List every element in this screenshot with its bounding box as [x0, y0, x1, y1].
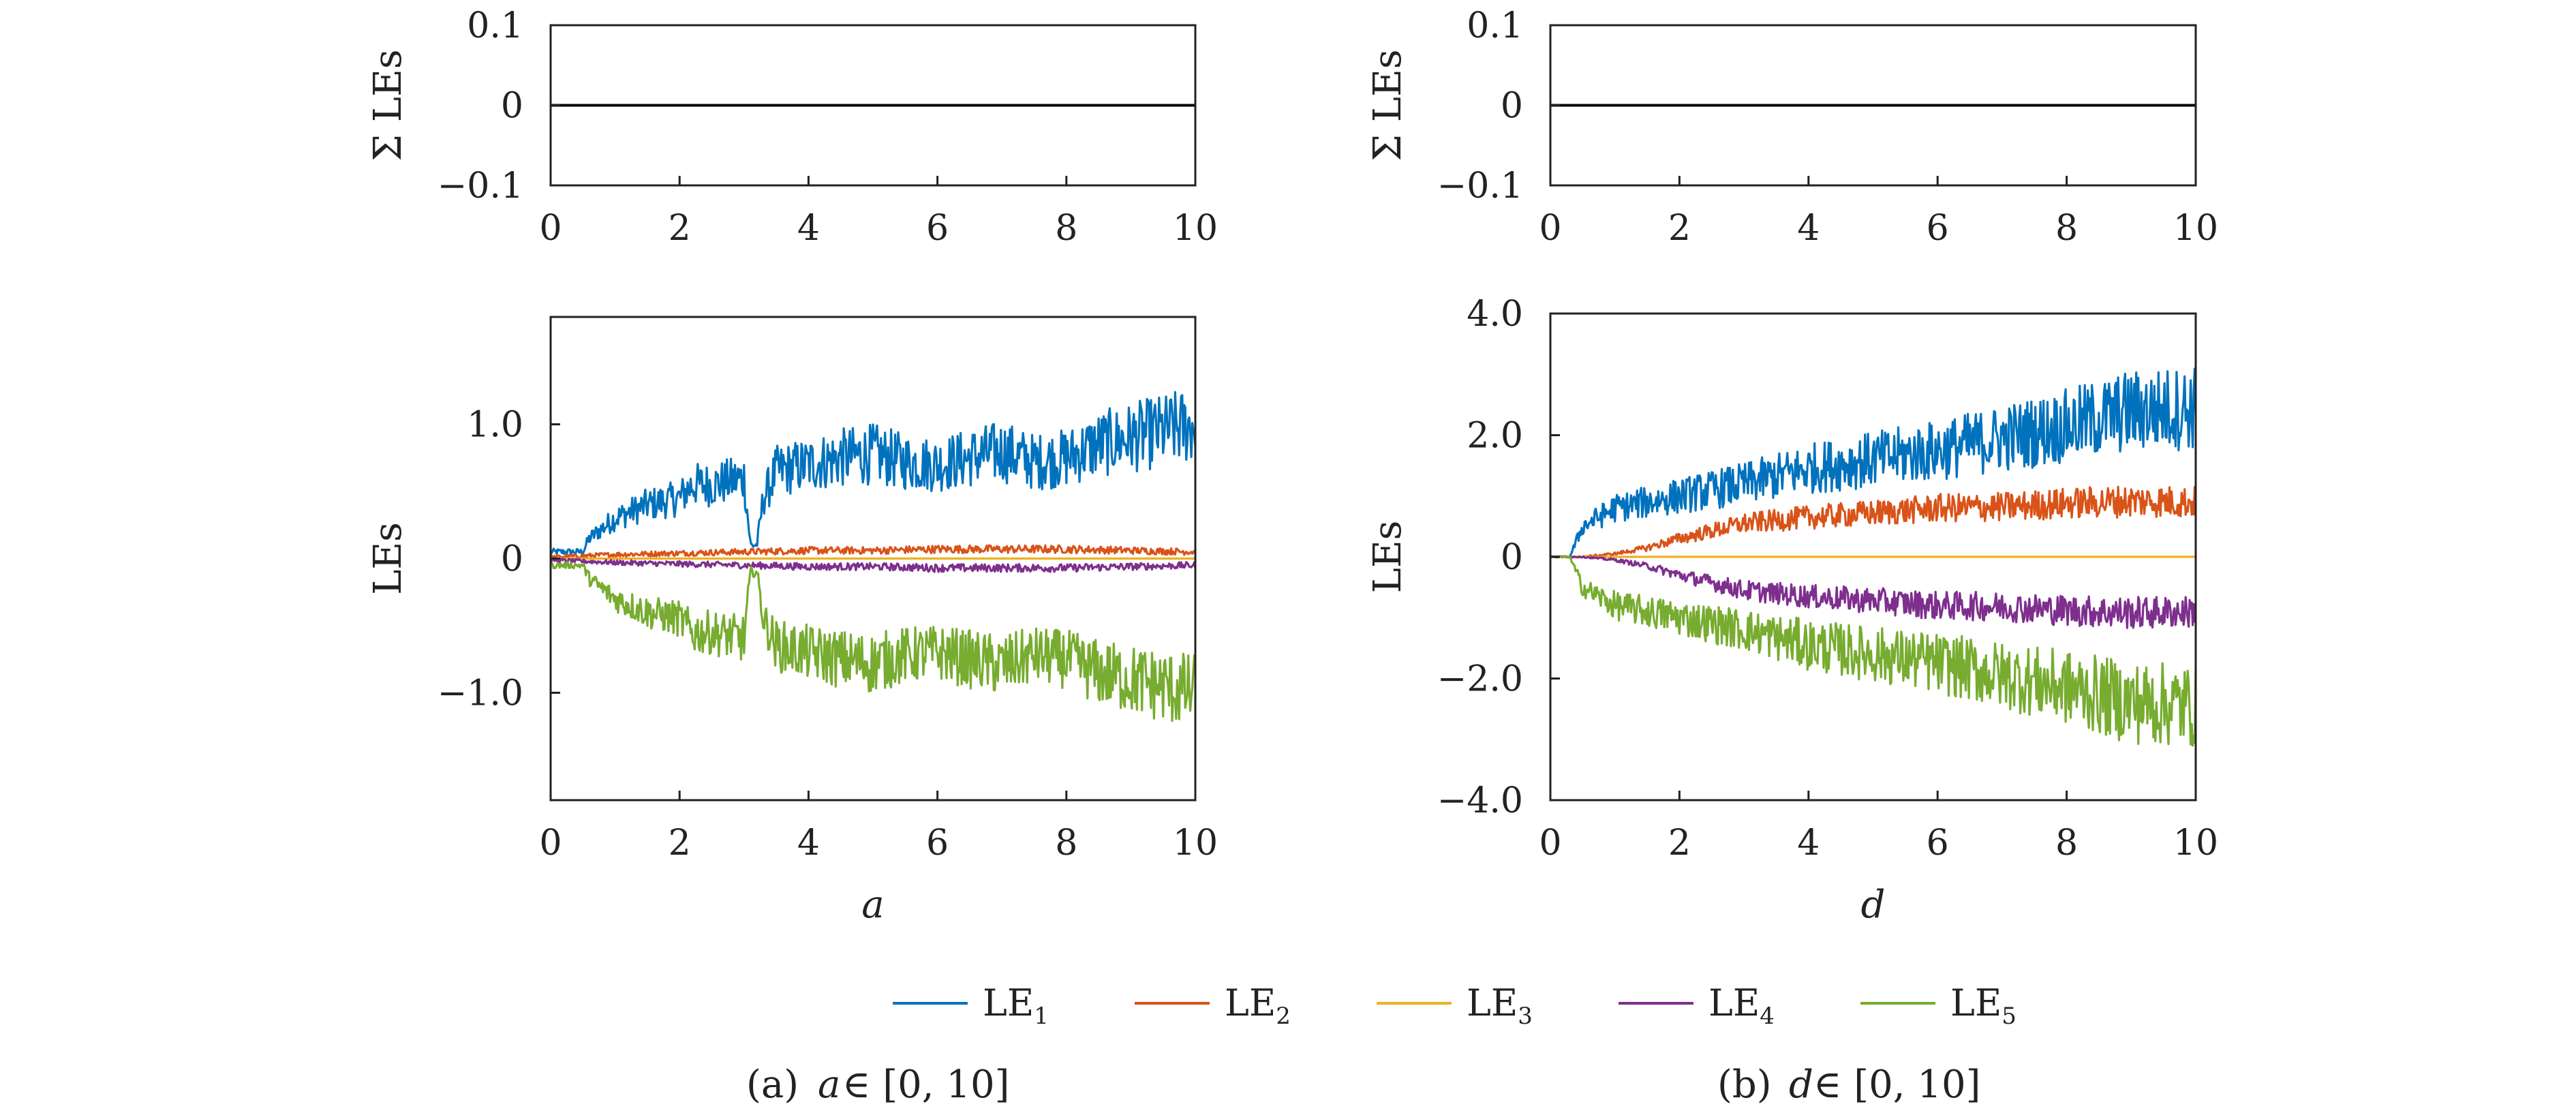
x-tick-label: 2: [669, 208, 691, 249]
y-tick-label: −1.0: [438, 673, 523, 714]
series-line-le2: [551, 544, 1195, 560]
chart-a-sum: 0 2 4 6 8 10 −0.1 0 0.1 Σ LEs: [366, 5, 1218, 249]
y-tick-label: −4.0: [1437, 780, 1523, 821]
series-line-le4: [551, 557, 1195, 573]
y-tick-label: 0: [501, 539, 523, 580]
series-line-le5: [551, 561, 1195, 722]
series-line-le2: [1550, 485, 2196, 559]
legend: LE1 LE2 LE3 LE4 LE5: [893, 981, 2017, 1030]
y-axis-label: LEs: [1366, 521, 1410, 594]
y-tick-label: 4.0: [1467, 294, 1523, 335]
caption-b-range: ∈ [0, 10]: [1813, 1063, 1980, 1107]
x-tick-label: 6: [1927, 823, 1949, 864]
caption-b: (b) d ∈ [0, 10]: [1717, 1063, 1980, 1107]
legend-item-le5: LE5: [1860, 981, 2017, 1030]
x-tick-label: 4: [797, 823, 820, 864]
x-tick-label: 6: [926, 823, 949, 864]
y-tick-label: 0.1: [1467, 5, 1523, 46]
legend-item-le4: LE4: [1619, 981, 1775, 1030]
legend-label: LE1: [983, 981, 1049, 1030]
x-axis-label: d: [1861, 883, 1886, 927]
y-tick-label: −0.1: [438, 166, 523, 207]
caption-a-range: ∈ [0, 10]: [842, 1063, 1009, 1107]
y-tick-label: 0: [1501, 86, 1523, 127]
y-tick-label: 2.0: [1467, 416, 1523, 457]
chart-panels: 0 2 4 6 8 10 −0.1 0 0.1 Σ LEs 0 2 4 6 8 10 −0.1 0 0.1 Σ LEs…: [366, 5, 2218, 927]
series-group: [551, 391, 1195, 722]
x-tick-label: 2: [1668, 823, 1691, 864]
chart-b-sum: 0 2 4 6 8 10 −0.1 0 0.1 Σ LEs: [1366, 5, 2218, 249]
legend-item-le2: LE2: [1135, 981, 1291, 1030]
x-tick-label: 10: [1173, 823, 1218, 864]
caption-b-label: (b): [1717, 1063, 1772, 1107]
y-tick-label: −0.1: [1437, 166, 1523, 207]
y-axis-label: Σ LEs: [1366, 49, 1410, 161]
series-line-le1: [551, 391, 1195, 555]
x-tick-label: 0: [1539, 823, 1561, 864]
chart-b-les: 0 2 4 6 8 10 −4.0 −2.0 0 2.0 4.0 LEs d: [1366, 294, 2218, 927]
caption-a: (a) a ∈ [0, 10]: [746, 1063, 1009, 1107]
x-tick-label: 4: [1797, 208, 1820, 249]
caption-a-var: a: [818, 1063, 840, 1107]
x-tick-label: 8: [1055, 208, 1077, 249]
x-tick-label: 8: [2055, 823, 2078, 864]
legend-item-le3: LE3: [1377, 981, 1533, 1030]
legend-label: LE5: [1950, 981, 2017, 1030]
y-tick-label: 1.0: [467, 405, 523, 446]
x-tick-label: 0: [1539, 208, 1561, 249]
x-tick-label: 10: [2173, 208, 2218, 249]
y-tick-label: 0.1: [467, 5, 523, 46]
y-tick-label: 0: [1501, 537, 1523, 578]
x-tick-label: 8: [2055, 208, 2078, 249]
chart-a-les: 0 2 4 6 8 10 −1.0 0 1.0 LEs a: [366, 316, 1218, 927]
y-axis-label: Σ LEs: [366, 49, 410, 161]
x-tick-label: 10: [1173, 208, 1218, 249]
x-tick-label: 0: [539, 208, 562, 249]
x-tick-label: 6: [1927, 208, 1949, 249]
x-tick-label: 10: [2173, 823, 2218, 864]
caption-a-label: (a): [746, 1063, 799, 1107]
x-tick-label: 4: [1797, 823, 1820, 864]
series-line-le5: [1550, 555, 2196, 747]
x-tick-label: 2: [1668, 208, 1691, 249]
series-group: [1550, 367, 2196, 747]
y-tick-label: −2.0: [1437, 659, 1523, 700]
legend-label: LE4: [1708, 981, 1775, 1030]
series-line-le1: [1550, 367, 2196, 559]
x-axis-label: a: [861, 883, 884, 927]
y-axis-label: LEs: [366, 522, 410, 595]
series-line-le4: [1550, 555, 2196, 629]
x-tick-label: 6: [926, 208, 949, 249]
x-tick-label: 2: [669, 823, 691, 864]
x-tick-label: 0: [539, 823, 562, 864]
legend-item-le1: LE1: [893, 981, 1049, 1030]
x-tick-label: 4: [797, 208, 820, 249]
legend-label: LE3: [1467, 981, 1533, 1030]
legend-label: LE2: [1225, 981, 1291, 1030]
x-tick-label: 8: [1055, 823, 1077, 864]
y-tick-label: 0: [501, 86, 523, 127]
caption-b-var: d: [1789, 1063, 1813, 1107]
